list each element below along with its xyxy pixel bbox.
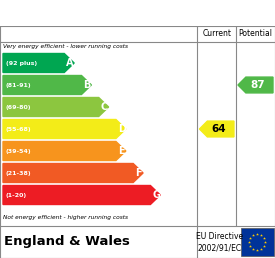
Text: Potential: Potential (238, 29, 273, 38)
Text: B: B (84, 80, 91, 90)
Text: Not energy efficient - higher running costs: Not energy efficient - higher running co… (3, 215, 128, 220)
Text: (69-80): (69-80) (6, 104, 32, 109)
Bar (241, 228, 274, 256)
Polygon shape (199, 121, 234, 137)
Polygon shape (3, 76, 91, 94)
Text: 87: 87 (251, 80, 265, 90)
Text: (55-68): (55-68) (6, 126, 32, 132)
Text: England & Wales: England & Wales (4, 236, 130, 248)
Text: EU Directive: EU Directive (196, 232, 243, 241)
Text: Current: Current (202, 29, 231, 38)
Text: A: A (66, 58, 74, 68)
Text: 64: 64 (212, 124, 226, 134)
Polygon shape (3, 98, 109, 117)
Polygon shape (3, 186, 160, 205)
Text: D: D (118, 124, 126, 134)
Text: Very energy efficient - lower running costs: Very energy efficient - lower running co… (3, 44, 128, 49)
Text: 2002/91/EC: 2002/91/EC (198, 243, 242, 252)
Polygon shape (3, 119, 126, 139)
Text: (21-38): (21-38) (6, 171, 32, 175)
Text: Energy Efficiency Rating: Energy Efficiency Rating (13, 6, 196, 20)
Text: (39-54): (39-54) (6, 149, 32, 154)
Text: G: G (152, 190, 160, 200)
Polygon shape (3, 141, 126, 160)
Text: C: C (101, 102, 108, 112)
Polygon shape (238, 77, 273, 93)
Text: F: F (135, 168, 142, 178)
Polygon shape (3, 164, 143, 182)
Text: E: E (118, 146, 125, 156)
Text: (1-20): (1-20) (6, 192, 27, 198)
Text: (92 plus): (92 plus) (6, 60, 37, 66)
Text: (81-91): (81-91) (6, 83, 32, 87)
Polygon shape (3, 53, 74, 72)
